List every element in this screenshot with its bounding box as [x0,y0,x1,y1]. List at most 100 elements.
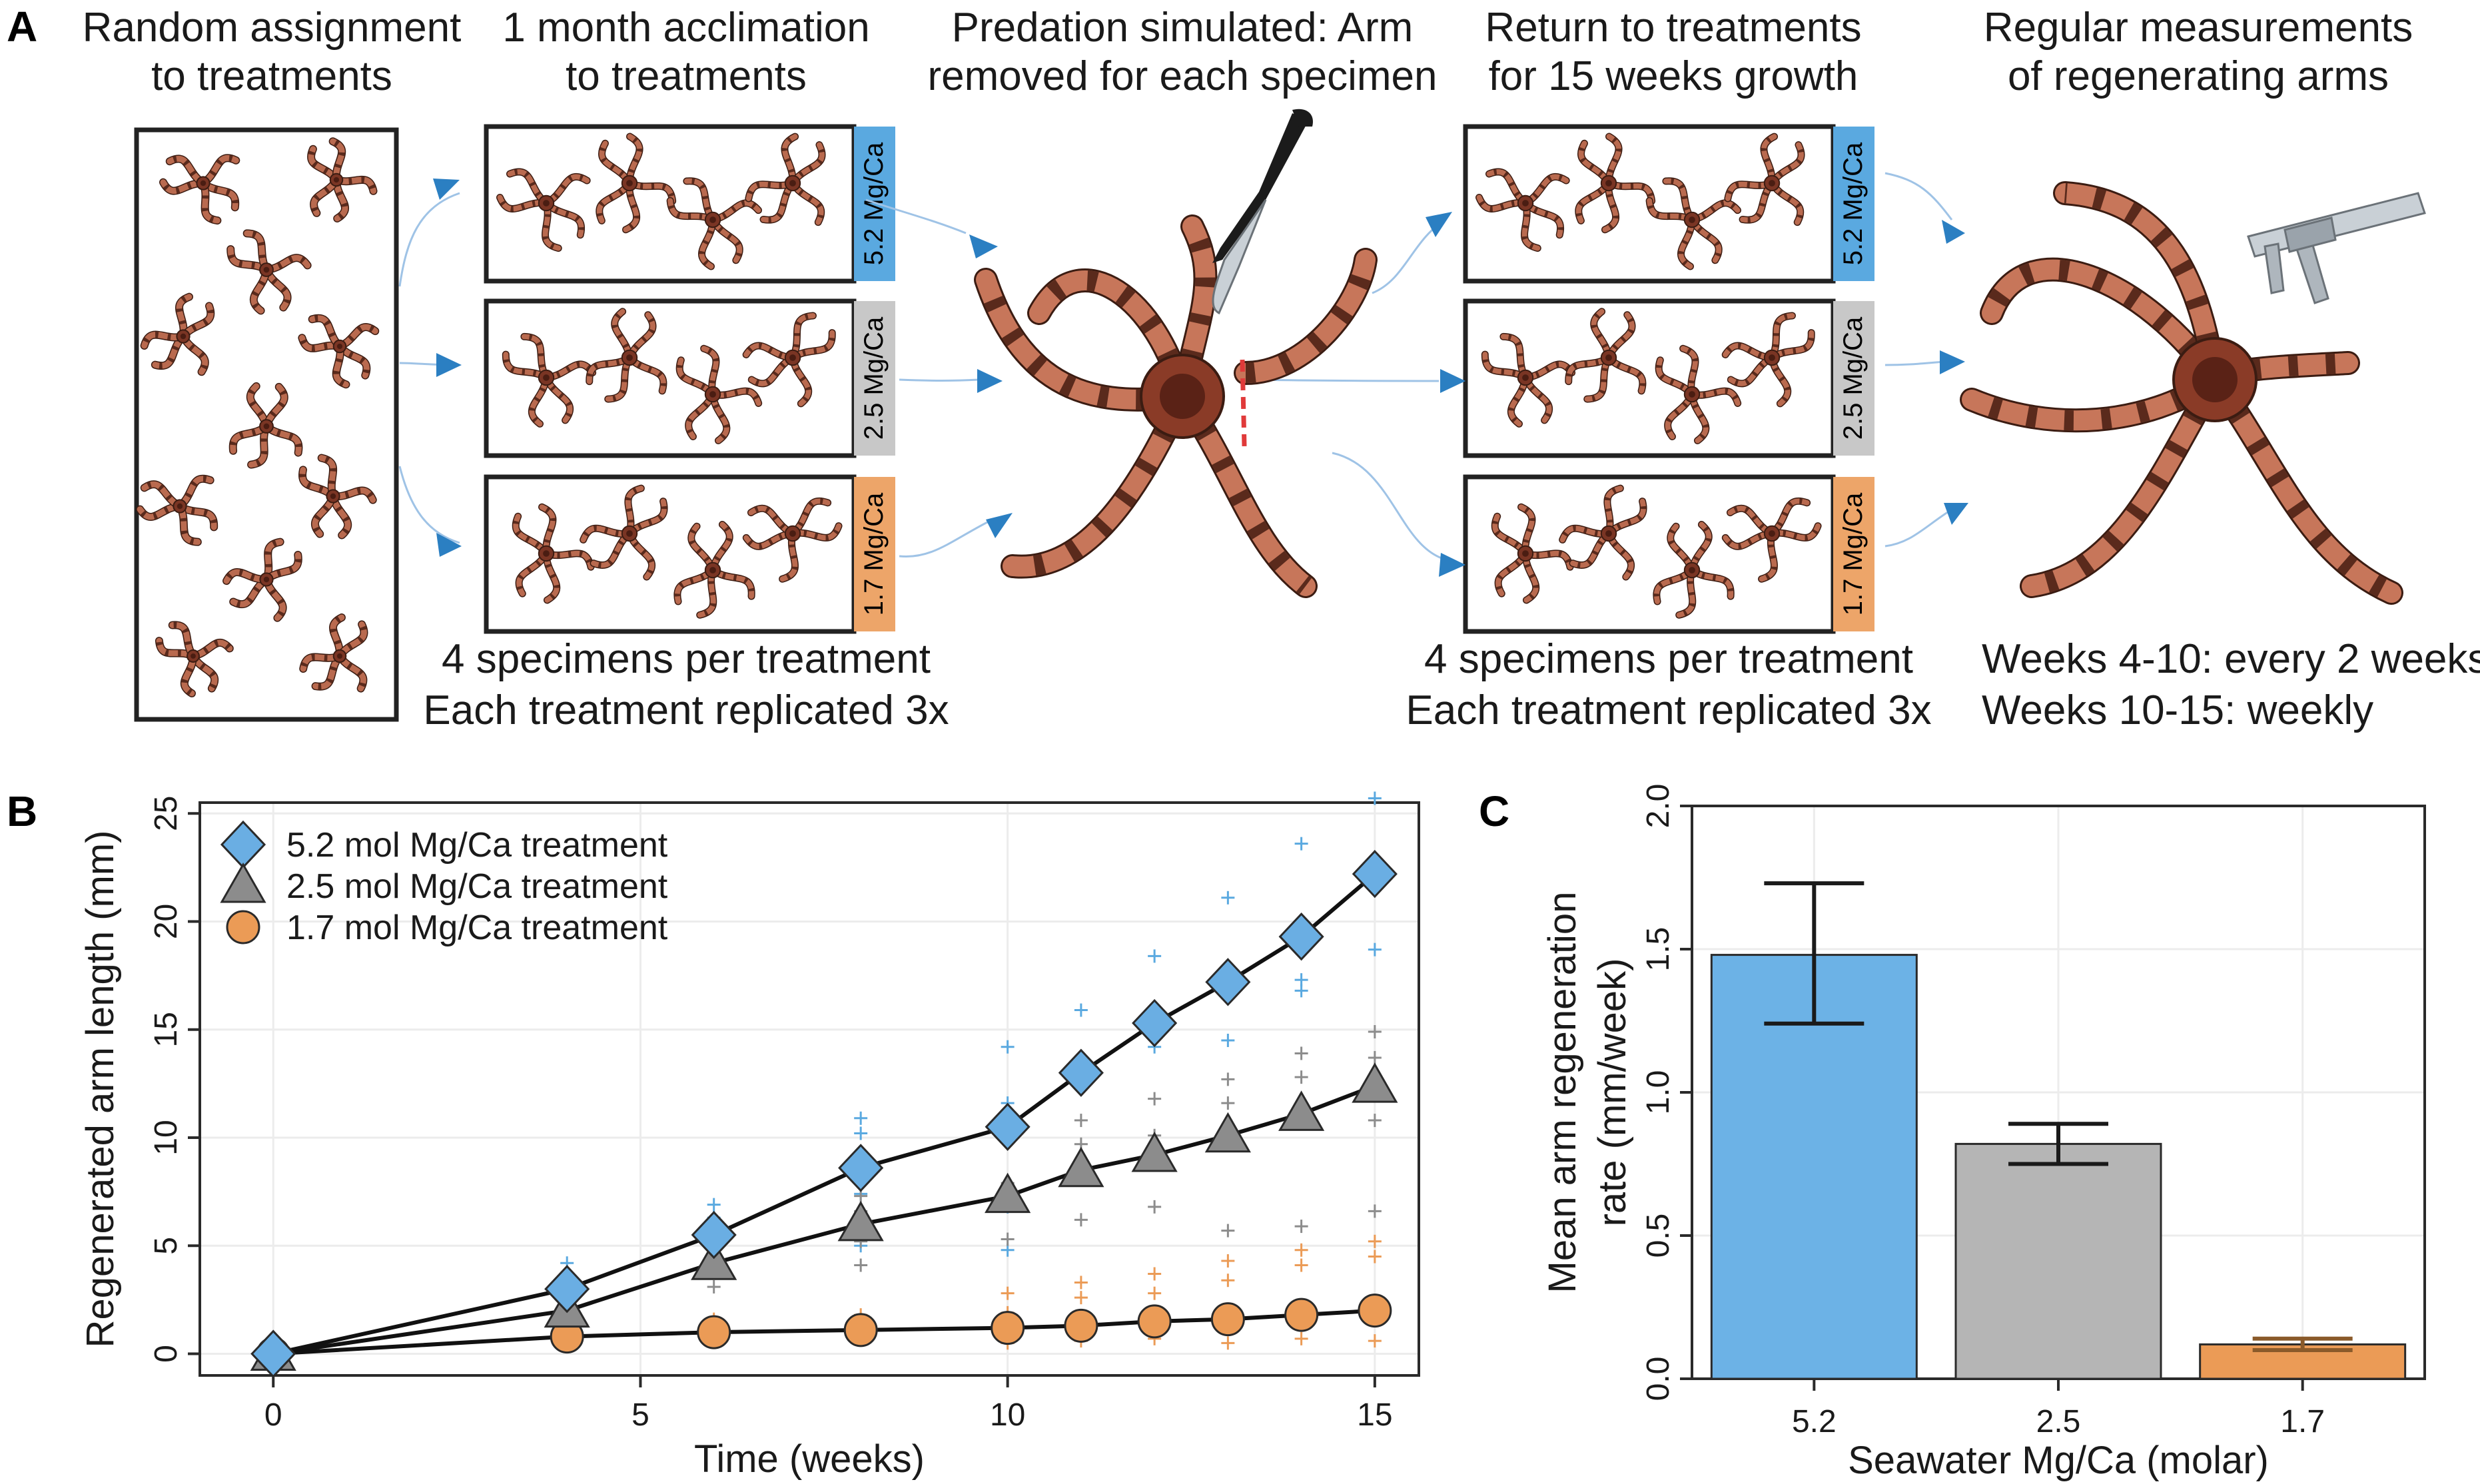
acclimation-star [742,497,843,583]
data-point [1132,998,1178,1048]
series-line [272,1084,1376,1356]
data-point [838,1144,884,1192]
acclimation-star [745,133,826,226]
y-tick-label: 1.0 [1641,1070,1676,1115]
growth-star [1575,133,1656,234]
notes-mid-line-1: 4 specimens per treatment [1424,636,1913,682]
acclimation-star [502,332,597,428]
series-line [272,872,1376,1356]
error-bar [1764,881,1864,1026]
individual-point [1368,1250,1382,1264]
tank-star [222,538,302,622]
panel-b: B 0 5 10 15 0 5 10 15 20 25 Time (weeks) Regenerate… [7,787,1420,1481]
growth-star [1721,497,1822,583]
growth-star [1565,308,1647,403]
data-point [1278,1090,1325,1131]
panel-a-label: A [7,3,37,51]
individual-point [1001,1040,1015,1054]
individual-point [1368,1050,1382,1064]
tag-5-2-right-label: 5.2 Mg/Ca [1839,142,1868,265]
measured-star-body [1960,181,2403,605]
individual-point [1148,1200,1162,1214]
individual-point [1294,1331,1308,1345]
series-line [273,1308,1376,1356]
x-axis-label: Time (weeks) [694,1437,925,1481]
tag-2-5-right [1833,301,1874,456]
y-tick-label: 20 [149,904,184,939]
data-point [1205,958,1251,1006]
legend-label: 1.7 mol Mg/Ca treatment [286,909,668,947]
data-point [991,1311,1025,1345]
tag-5-2-left [854,127,895,281]
individual-point [854,1126,868,1140]
panel-a: A Random assignment to treatments 1 mont… [7,3,2480,733]
step-2-line-1: 1 month acclimation [502,5,869,51]
acclimation-star [580,484,668,581]
y-tick-label: 2.0 [1641,784,1676,829]
data-point [691,1240,737,1280]
tank-star [228,382,303,469]
tag-1-7-right-label: 1.7 Mg/Ca [1839,492,1868,615]
data-point [1131,1131,1178,1172]
x-tick-label: 15 [1357,1397,1392,1433]
step-5-line-2: of regenerating arms [2008,53,2389,99]
growth-star [1655,344,1742,444]
notes-right-line-2: Weeks 10-15: weekly [1982,687,2373,733]
y-tick-label: 15 [149,1012,184,1047]
data-point [1284,1298,1319,1332]
legend-label: 5.2 mol Mg/Ca treatment [286,826,668,865]
data-point [1058,1048,1104,1097]
error-bar [2252,1336,2353,1352]
caliper-icon [2247,192,2426,304]
notes-left-line-2: Each treatment replicated 3x [423,687,949,733]
individual-point [1368,1025,1382,1038]
legend-marker [226,910,260,944]
individual-point [1294,984,1308,998]
acclimation-star [666,177,763,270]
step-heading-4: Return to treatments for 15 weeks growth [1485,5,1861,99]
individual-point [1294,1243,1308,1257]
tag-5-2-right [1833,127,1874,281]
acclimation-star [675,344,763,444]
tank-star [136,474,218,546]
individual-point [1368,1234,1382,1248]
data-point [1058,1146,1104,1188]
individual-point [1001,1286,1015,1300]
step-5-line-1: Regular measurements [1984,5,2413,51]
growth-star [1491,503,1574,604]
individual-point [854,1258,868,1272]
tag-2-5-left [854,301,895,456]
tank-star [226,229,312,315]
acclimation-star [742,312,836,408]
notes-left-line-1: 4 specimens per treatment [442,636,931,682]
individual-point [707,1280,721,1294]
individual-point [1368,791,1382,805]
individual-point [854,1111,868,1125]
data-point [1352,1062,1398,1103]
individual-point [1221,1274,1235,1288]
step-heading-2: 1 month acclimation to treatments [502,5,869,99]
cut-line [1240,359,1247,447]
individual-point [1074,1003,1088,1017]
data-point [1137,1304,1172,1339]
x-tick-label: 0 [264,1397,282,1433]
scalpel-icon [1212,109,1313,315]
individual-point [1074,1291,1088,1305]
flow-arrows [398,172,1953,561]
data-point [1210,1302,1245,1337]
y-tick-label: 0.0 [1641,1357,1676,1401]
individual-point [707,1198,721,1212]
individual-point [1368,1114,1382,1128]
tank-star [155,621,234,697]
acclimation-star [496,168,591,252]
x-tick-label: 2.5 [2036,1404,2081,1439]
data-point [1352,849,1398,899]
step-1-line-1: Random assignment [83,5,462,51]
y-tick-label: 5 [149,1237,184,1255]
individual-point [1294,1220,1308,1234]
legend-marker [220,862,266,903]
individual-point [1294,1046,1308,1060]
legend-marker [220,820,266,869]
predation-brittle-star [974,214,1378,598]
